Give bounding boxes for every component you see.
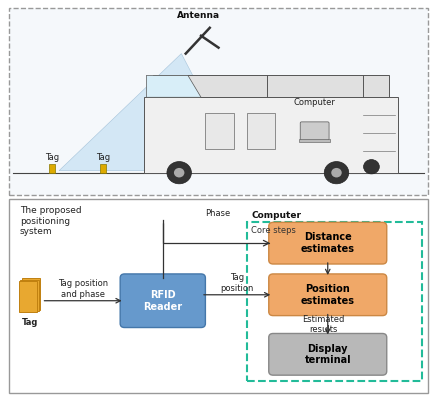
- Bar: [247, 113, 275, 149]
- FancyBboxPatch shape: [269, 222, 387, 264]
- FancyBboxPatch shape: [22, 278, 40, 310]
- Circle shape: [167, 162, 191, 184]
- FancyBboxPatch shape: [120, 274, 205, 328]
- Polygon shape: [59, 54, 243, 171]
- Text: Antenna: Antenna: [177, 11, 220, 20]
- FancyBboxPatch shape: [19, 281, 37, 312]
- Bar: [49, 164, 55, 173]
- FancyBboxPatch shape: [9, 8, 428, 195]
- FancyBboxPatch shape: [269, 274, 387, 316]
- Bar: [153, 75, 389, 97]
- Text: Tag: Tag: [45, 153, 59, 162]
- Bar: [205, 113, 234, 149]
- Text: Position
estimates: Position estimates: [301, 284, 355, 306]
- Text: Tag: Tag: [96, 153, 110, 162]
- Bar: [299, 139, 330, 142]
- Text: Computer: Computer: [251, 211, 301, 220]
- Bar: [144, 97, 398, 173]
- Text: Tag
position: Tag position: [220, 274, 254, 293]
- Text: Display
terminal: Display terminal: [305, 343, 351, 365]
- Text: Tag position
and phase: Tag position and phase: [58, 279, 108, 299]
- Circle shape: [324, 162, 349, 184]
- FancyBboxPatch shape: [300, 122, 329, 140]
- Text: Tag: Tag: [22, 318, 38, 327]
- Text: Computer: Computer: [294, 98, 336, 107]
- FancyBboxPatch shape: [9, 198, 428, 393]
- Circle shape: [364, 160, 379, 174]
- FancyBboxPatch shape: [269, 333, 387, 375]
- Text: Distance
estimates: Distance estimates: [301, 232, 355, 254]
- FancyBboxPatch shape: [247, 222, 422, 381]
- Circle shape: [331, 168, 342, 177]
- Text: The proposed
positioning
system: The proposed positioning system: [20, 206, 81, 236]
- Text: Estimated
results: Estimated results: [302, 315, 344, 334]
- Bar: [100, 164, 106, 173]
- Polygon shape: [146, 75, 201, 97]
- FancyBboxPatch shape: [20, 279, 38, 311]
- Text: Core steps: Core steps: [251, 226, 296, 235]
- Text: RFID
Reader: RFID Reader: [143, 290, 182, 312]
- Text: Phase: Phase: [205, 209, 231, 218]
- Circle shape: [174, 168, 184, 177]
